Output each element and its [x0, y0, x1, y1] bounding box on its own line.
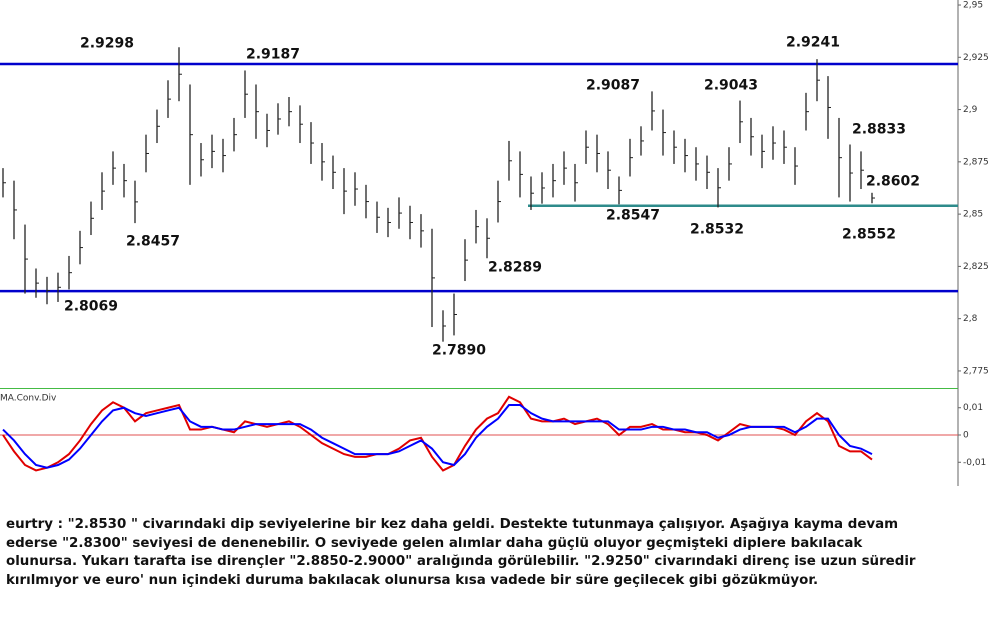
price-annotation: 2.8457 — [126, 234, 180, 250]
y-tick-label: 2,85 — [963, 210, 983, 220]
price-annotation: 2.8069 — [64, 299, 118, 315]
price-annotation: 2.8532 — [690, 222, 744, 238]
caption-line: eurtry : "2.8530 " civarındaki dip seviy… — [6, 517, 899, 532]
price-annotation: 2.9298 — [80, 36, 134, 52]
y-tick-label: 2,825 — [963, 262, 989, 272]
price-annotation: 2.9043 — [704, 78, 758, 94]
price-annotation: 2.9241 — [786, 35, 840, 51]
price-annotation: 2.8289 — [488, 260, 542, 276]
price-annotation: 2.8552 — [842, 227, 896, 243]
indicator-title: MA.Conv.Div — [0, 394, 57, 404]
caption-line: kırılmıyor ve euro' nun içindeki duruma … — [6, 572, 819, 588]
price-annotation: 2.8602 — [866, 174, 920, 190]
price-annotation: 2.9187 — [246, 47, 300, 63]
y-tick-label: 2,9 — [963, 105, 978, 115]
y-tick-label: 2,95 — [963, 1, 983, 11]
caption: eurtry : "2.8530 " civarındaki dip seviy… — [6, 516, 996, 590]
caption-line: olunursa. Yukarı tarafta ise dirençler "… — [6, 554, 916, 569]
y-tick-label: 2,8 — [963, 314, 978, 324]
price-annotation: 2.8547 — [606, 208, 660, 224]
price-annotation: 2.9087 — [586, 78, 640, 94]
y-tick-label: -0,01 — [963, 458, 986, 468]
price-annotation: 2.8833 — [852, 122, 906, 138]
chart: MA.Conv.Div 2,95 2,925 2,9 2,875 2,85 2,825 2,… — [0, 0, 989, 486]
y-tick-label: 0,01 — [963, 403, 983, 413]
indicator-line — [2, 404, 873, 469]
caption-line: ederse "2.8300" seviyesi de denenebilir.… — [6, 535, 863, 551]
indicator-line — [2, 395, 873, 472]
y-tick-label: 0 — [963, 431, 969, 441]
y-tick-label: 2,925 — [963, 53, 989, 63]
y-tick-label: 2,875 — [963, 157, 989, 167]
y-tick-label: 2,775 — [963, 366, 989, 376]
price-annotation: 2.7890 — [432, 343, 486, 359]
